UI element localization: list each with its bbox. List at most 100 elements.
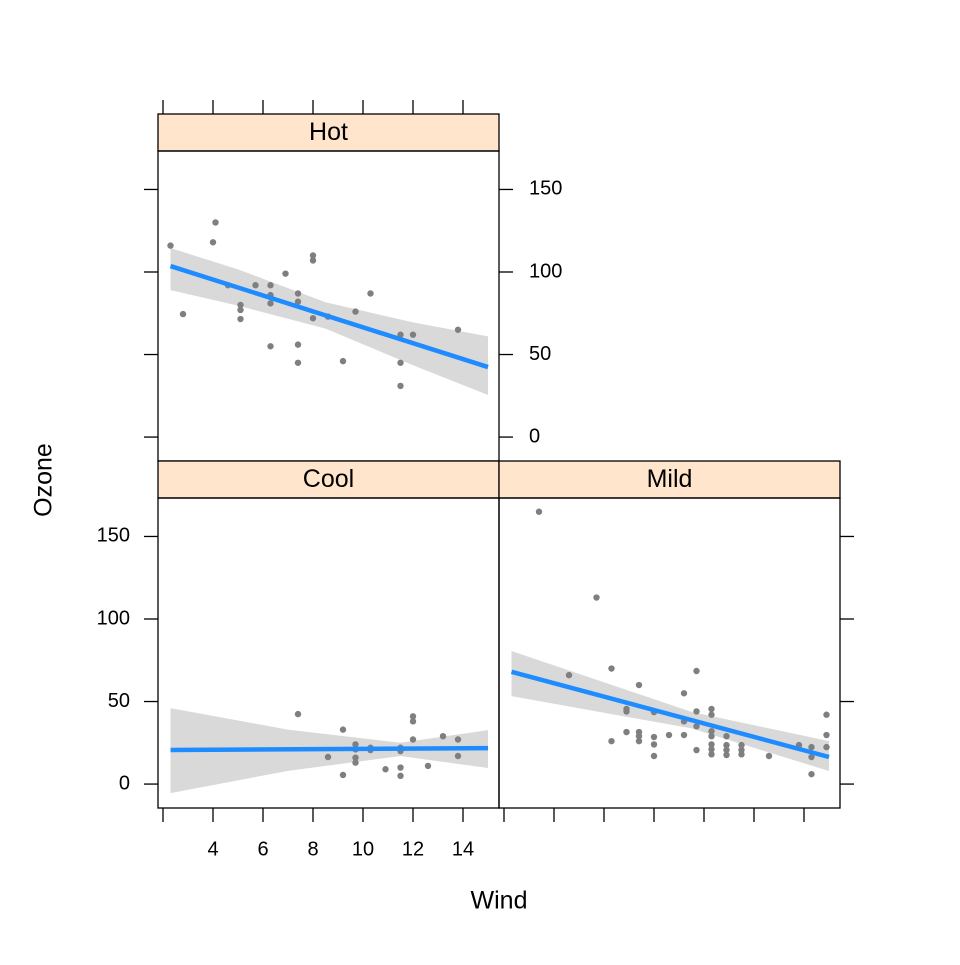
strip: [498, 460, 841, 499]
x-tick-label: 14: [452, 838, 474, 860]
point: [650, 752, 658, 760]
point: [454, 736, 462, 743]
point: [282, 270, 289, 277]
point: [209, 239, 217, 246]
x-tick-label: 8: [307, 838, 318, 860]
point: [409, 736, 417, 743]
confidence-band: [170, 248, 488, 395]
point: [382, 766, 389, 773]
point: [397, 331, 404, 338]
point: [823, 731, 830, 739]
point: [454, 326, 462, 333]
point: [708, 732, 715, 740]
point: [708, 728, 715, 735]
point: [650, 741, 658, 748]
point: [324, 753, 332, 761]
point: [397, 772, 404, 780]
point: [252, 282, 259, 289]
point: [294, 290, 302, 297]
point: [693, 723, 700, 730]
point: [409, 713, 417, 720]
point: [367, 290, 374, 297]
point: [565, 671, 573, 679]
point: [693, 708, 700, 715]
strip: [157, 113, 500, 152]
point: [424, 762, 432, 770]
y-tick-label: 0: [529, 425, 540, 447]
point: [267, 343, 274, 350]
point: [808, 770, 815, 778]
point: [723, 751, 730, 759]
point: [409, 331, 417, 338]
point: [608, 737, 615, 745]
x-tick-label: 6: [257, 838, 268, 860]
point: [294, 298, 302, 305]
point: [635, 737, 643, 745]
y-axis-label: Ozone: [30, 443, 58, 517]
x-tick-label: 10: [352, 838, 374, 860]
point: [665, 731, 673, 739]
point: [693, 667, 700, 675]
point: [397, 382, 404, 390]
point: [267, 300, 274, 307]
point: [765, 752, 773, 760]
point: [635, 681, 643, 689]
panel-frame: [498, 497, 841, 809]
point: [409, 718, 417, 725]
point: [237, 301, 244, 309]
point: [397, 359, 404, 366]
point: [237, 315, 244, 323]
y-tick-label: 0: [119, 772, 130, 794]
y-tick-label: 50: [529, 343, 551, 365]
x-tick-label: 4: [207, 838, 218, 860]
point: [823, 711, 830, 718]
point: [593, 594, 600, 601]
point: [294, 710, 302, 718]
panel-title: Mild: [647, 465, 693, 493]
point: [294, 341, 302, 348]
point: [623, 728, 630, 736]
point: [635, 732, 643, 740]
point: [708, 746, 715, 753]
y-tick-label: 100: [97, 607, 130, 629]
y-tick-label: 50: [108, 690, 130, 712]
point: [352, 741, 359, 748]
point: [309, 252, 317, 259]
point: [294, 359, 302, 366]
point: [454, 752, 462, 760]
point: [680, 731, 688, 739]
point: [723, 732, 730, 740]
y-tick-label: 100: [529, 260, 562, 282]
point: [352, 759, 359, 766]
y-tick-label: 150: [97, 525, 130, 547]
point: [309, 315, 317, 322]
point: [708, 741, 715, 748]
point: [708, 751, 715, 758]
point: [723, 741, 730, 749]
fit-line: [510, 669, 830, 760]
point: [397, 764, 404, 771]
fit-line: [170, 745, 489, 753]
point: [723, 746, 730, 754]
point: [680, 690, 688, 697]
point: [167, 242, 174, 249]
x-axis-label: Wind: [471, 887, 528, 915]
confidence-band: [511, 651, 829, 772]
y-tick-label: 150: [529, 178, 562, 200]
point: [738, 751, 745, 758]
panel-title: Hot: [309, 118, 348, 146]
point: [352, 308, 359, 315]
point: [179, 310, 187, 318]
point: [823, 743, 830, 751]
point: [708, 711, 715, 718]
point: [535, 508, 543, 515]
point: [623, 705, 630, 713]
point: [309, 257, 317, 264]
point: [808, 743, 815, 751]
panel-title: Cool: [303, 465, 354, 493]
point: [352, 754, 359, 761]
point: [439, 732, 447, 740]
point: [267, 282, 274, 289]
point: [339, 771, 347, 779]
